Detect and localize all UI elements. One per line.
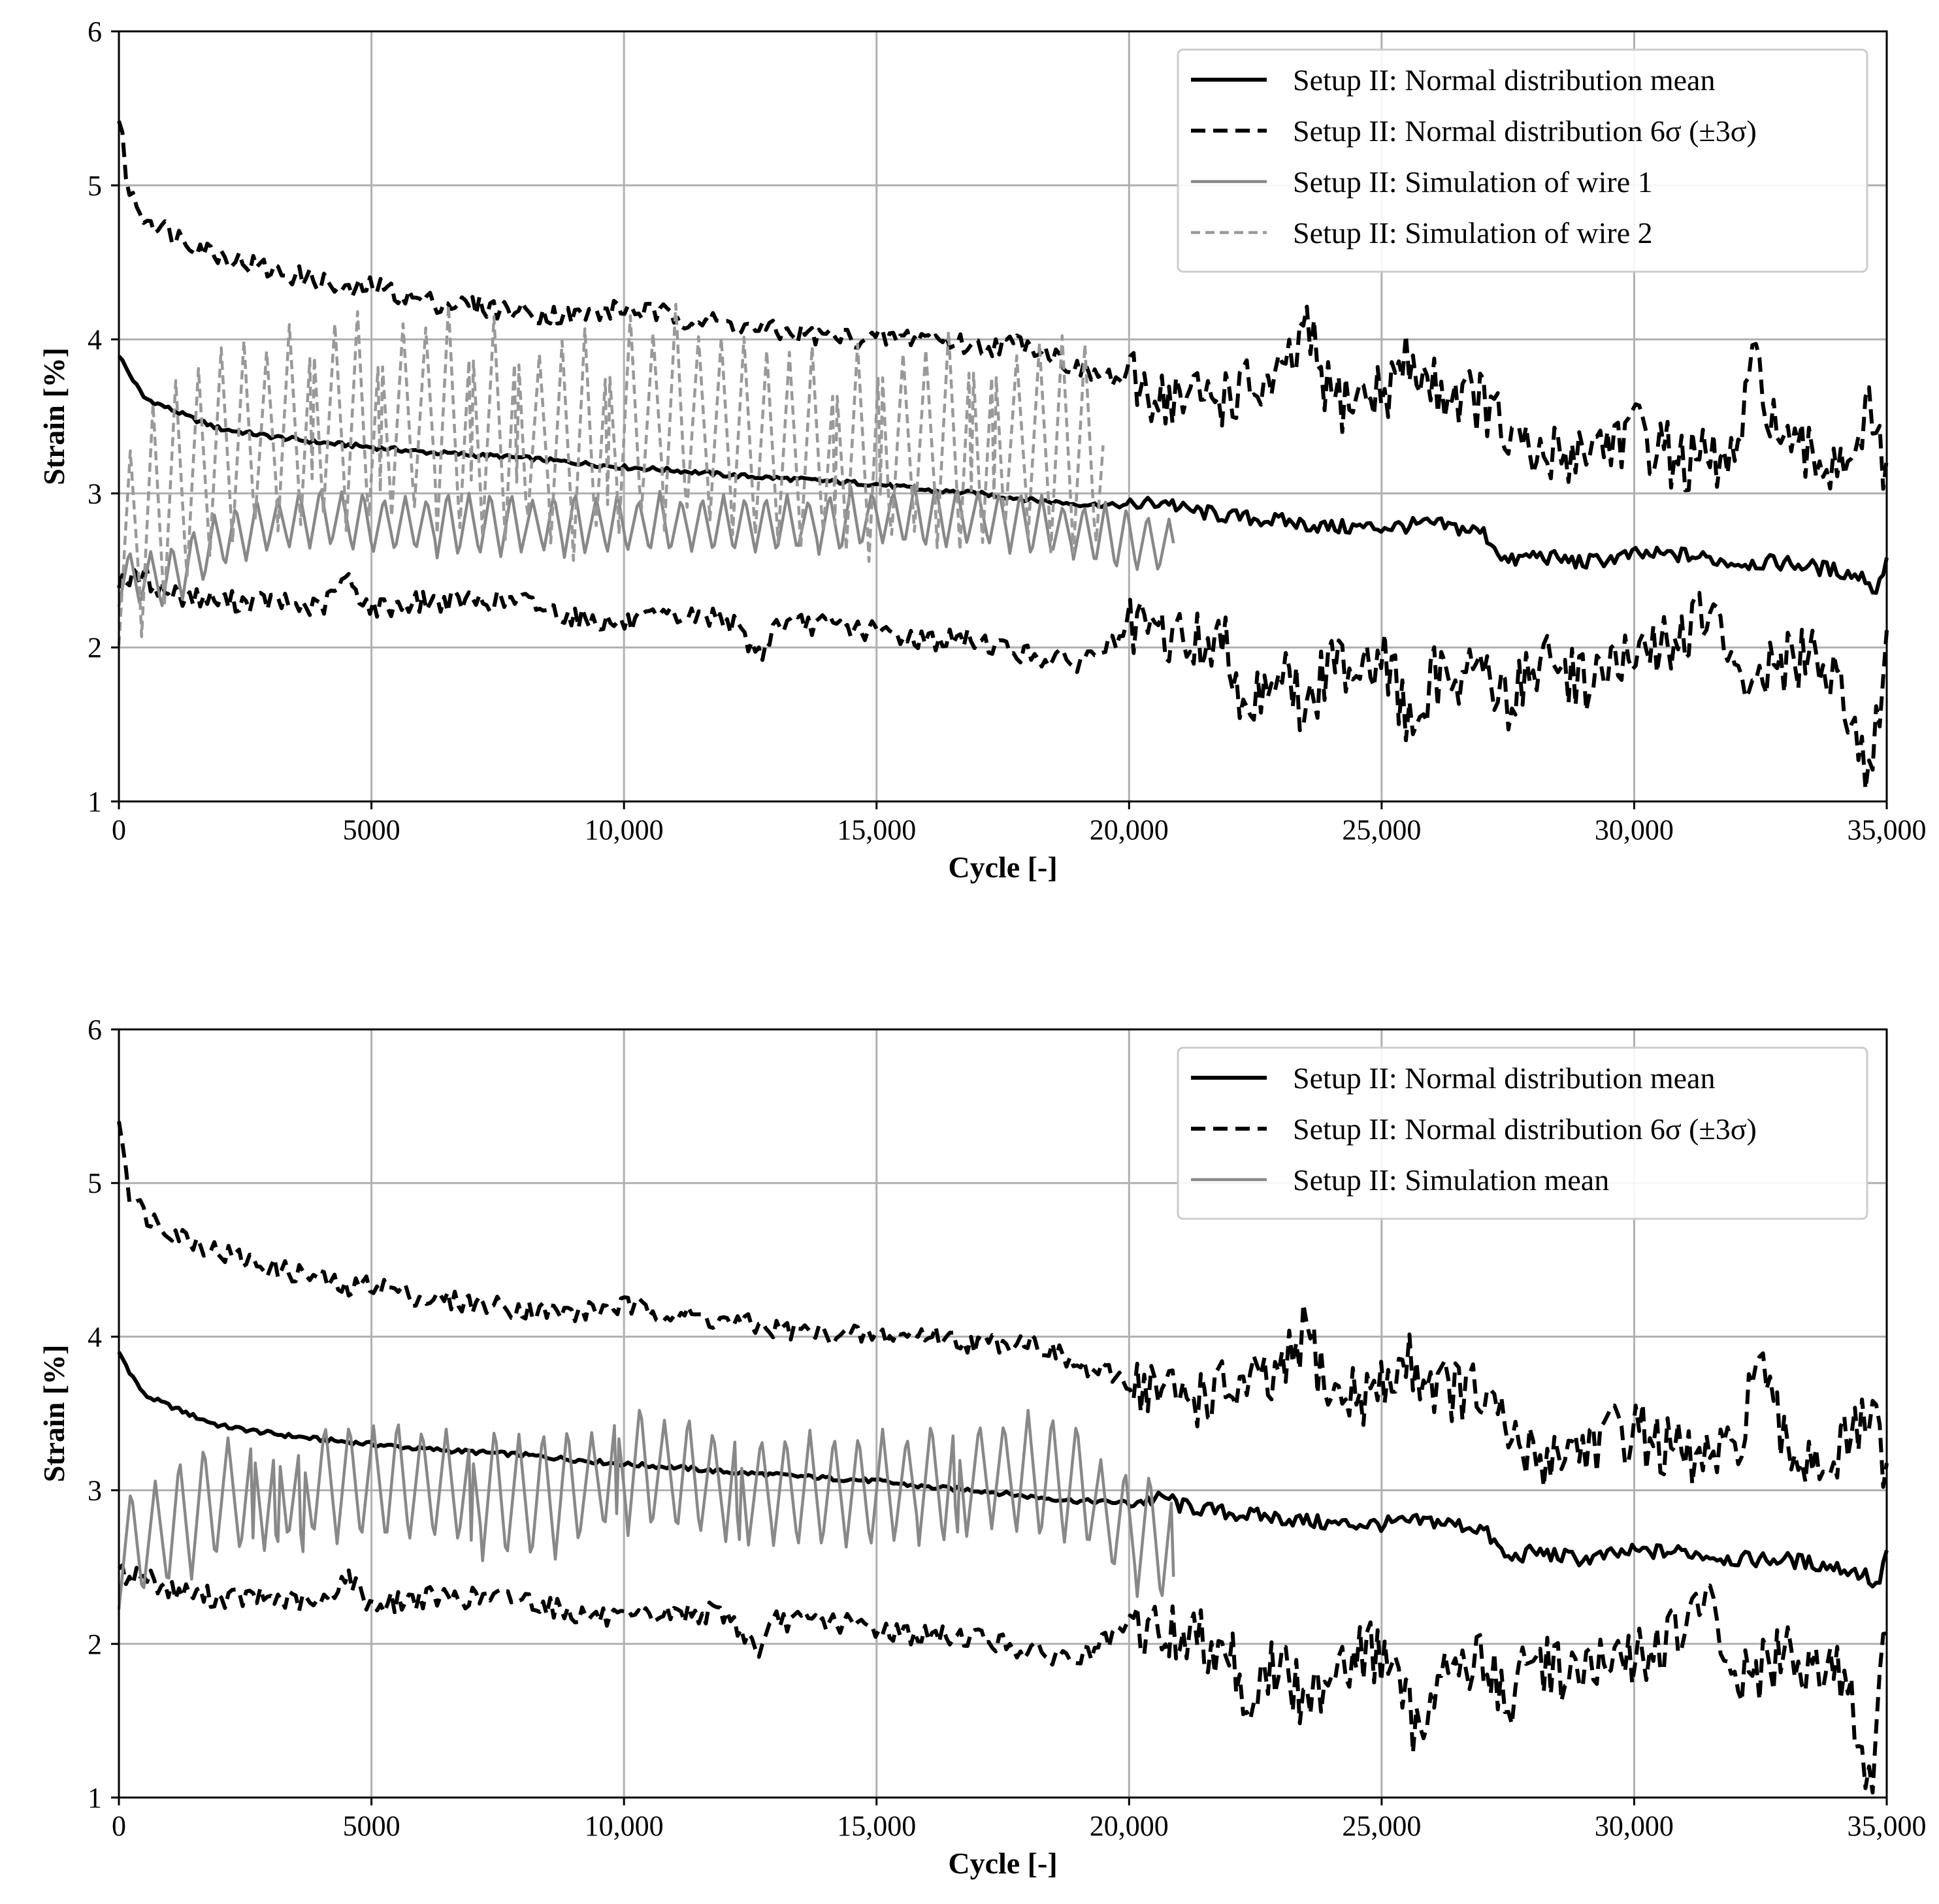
x-tick-label: 15,000	[837, 814, 916, 846]
x-tick-label: 10,000	[585, 814, 664, 846]
x-tick-label: 20,000	[1090, 1810, 1169, 1842]
x-tick-label: 5000	[343, 814, 400, 846]
x-tick-label: 30,000	[1595, 1810, 1674, 1842]
legend-box	[1177, 1046, 1868, 1220]
legend-box	[1177, 48, 1868, 273]
y-tick-label: 5	[88, 1167, 102, 1199]
legend-label: Setup II: Normal distribution mean	[1293, 1061, 1715, 1095]
legend: Setup II: Normal distribution mean Setup …	[1177, 1046, 1868, 1220]
x-tick-label: 10,000	[585, 1810, 664, 1842]
y-tick-label: 6	[88, 16, 102, 48]
y-tick-label: 1	[88, 1782, 102, 1814]
chart-panel-1: 0 5000 10,000 15,000 20,000 25,000 30,000 35,00…	[37, 16, 1927, 884]
legend: Setup II: Normal distribution mean Setup …	[1177, 48, 1868, 273]
x-tick-label: 25,000	[1342, 1810, 1421, 1842]
series-line-setup-ii-normal-distribution-6-3	[117, 120, 1889, 492]
y-tick-label: 2	[88, 632, 102, 664]
x-tick-label: 15,000	[837, 1810, 916, 1842]
y-tick-label: 3	[88, 477, 102, 509]
series-line-setup-ii-normal-distribution-mean	[117, 355, 1889, 595]
y-axis-title: Strain [%]	[37, 1345, 71, 1483]
y-tick-label: 3	[88, 1475, 102, 1507]
y-tick-label: 6	[88, 1014, 102, 1046]
y-tick-label: 2	[88, 1628, 102, 1660]
chart-panel-2: 0 5000 10,000 15,000 20,000 25,000 30,000 35,00…	[37, 1014, 1927, 1880]
x-axis-title: Cycle [-]	[948, 850, 1057, 884]
y-tick-label: 4	[88, 324, 102, 356]
series-line-setup-ii-normal-distribution-6-3-lower	[117, 566, 1889, 792]
y-tick-label: 1	[88, 786, 102, 818]
legend-label: Setup II: Simulation mean	[1293, 1163, 1609, 1197]
x-tick-label: 20,000	[1090, 814, 1169, 846]
series-line-setup-ii-normal-distribution-6-3	[117, 1121, 1889, 1489]
series-line-setup-ii-simulation-of-wire-1	[117, 483, 1175, 607]
x-tick-label: 0	[112, 814, 126, 846]
series-line-setup-ii-simulation-of-wire-2	[117, 302, 1105, 646]
y-tick-label: 5	[88, 170, 102, 202]
series-line-setup-ii-normal-distribution-mean	[117, 1351, 1889, 1589]
x-tick-label: 5000	[343, 1810, 400, 1842]
y-tick-label: 4	[88, 1321, 102, 1353]
x-tick-label: 35,000	[1848, 814, 1927, 846]
legend-label: Setup II: Normal distribution 6σ (±3σ)	[1293, 1112, 1757, 1146]
x-tick-label: 0	[112, 1810, 126, 1842]
plot-frame	[118, 1028, 1888, 1799]
series-line-setup-ii-simulation-mean	[117, 1408, 1175, 1610]
x-axis-title: Cycle [-]	[948, 1847, 1057, 1880]
x-tick-label: 25,000	[1342, 814, 1421, 846]
series-line-setup-ii-normal-distribution-6-3-lower	[117, 1563, 1887, 1795]
y-axis-title: Strain [%]	[37, 347, 71, 485]
plot-frame	[118, 30, 1888, 803]
legend-label: Setup II: Normal distribution mean	[1293, 63, 1715, 97]
x-tick-label: 30,000	[1595, 814, 1674, 846]
legend-label: Setup II: Normal distribution 6σ (±3σ)	[1293, 114, 1757, 148]
x-tick-label: 35,000	[1848, 1810, 1927, 1842]
legend-label: Setup II: Simulation of wire 2	[1293, 216, 1653, 250]
legend-label: Setup II: Simulation of wire 1	[1293, 165, 1653, 199]
